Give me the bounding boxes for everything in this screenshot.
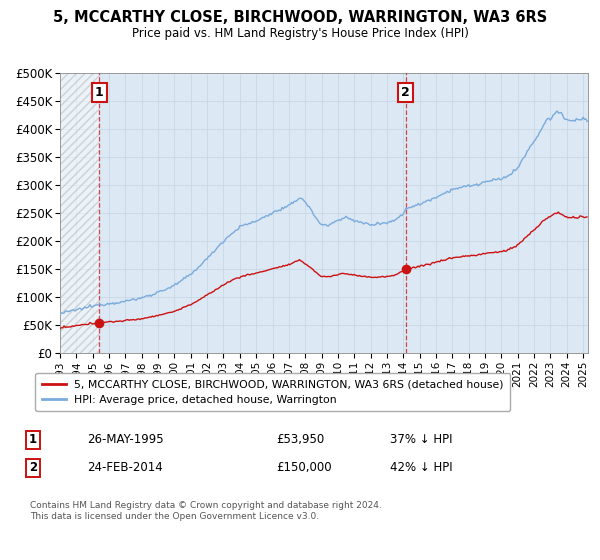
Text: Contains HM Land Registry data © Crown copyright and database right 2024.
This d: Contains HM Land Registry data © Crown c… <box>30 501 382 521</box>
Text: 26-MAY-1995: 26-MAY-1995 <box>87 433 164 446</box>
Text: 5, MCCARTHY CLOSE, BIRCHWOOD, WARRINGTON, WA3 6RS: 5, MCCARTHY CLOSE, BIRCHWOOD, WARRINGTON… <box>53 10 547 25</box>
Text: 37% ↓ HPI: 37% ↓ HPI <box>390 433 452 446</box>
Text: £53,950: £53,950 <box>276 433 324 446</box>
Text: 42% ↓ HPI: 42% ↓ HPI <box>390 461 452 474</box>
Text: 1: 1 <box>29 433 37 446</box>
Text: £150,000: £150,000 <box>276 461 332 474</box>
Text: 2: 2 <box>401 86 410 99</box>
Bar <box>60 73 99 353</box>
Text: 2: 2 <box>29 461 37 474</box>
Text: Price paid vs. HM Land Registry's House Price Index (HPI): Price paid vs. HM Land Registry's House … <box>131 27 469 40</box>
Text: 1: 1 <box>95 86 104 99</box>
Text: 24-FEB-2014: 24-FEB-2014 <box>87 461 163 474</box>
Legend: 5, MCCARTHY CLOSE, BIRCHWOOD, WARRINGTON, WA3 6RS (detached house), HPI: Average: 5, MCCARTHY CLOSE, BIRCHWOOD, WARRINGTON… <box>35 373 511 411</box>
